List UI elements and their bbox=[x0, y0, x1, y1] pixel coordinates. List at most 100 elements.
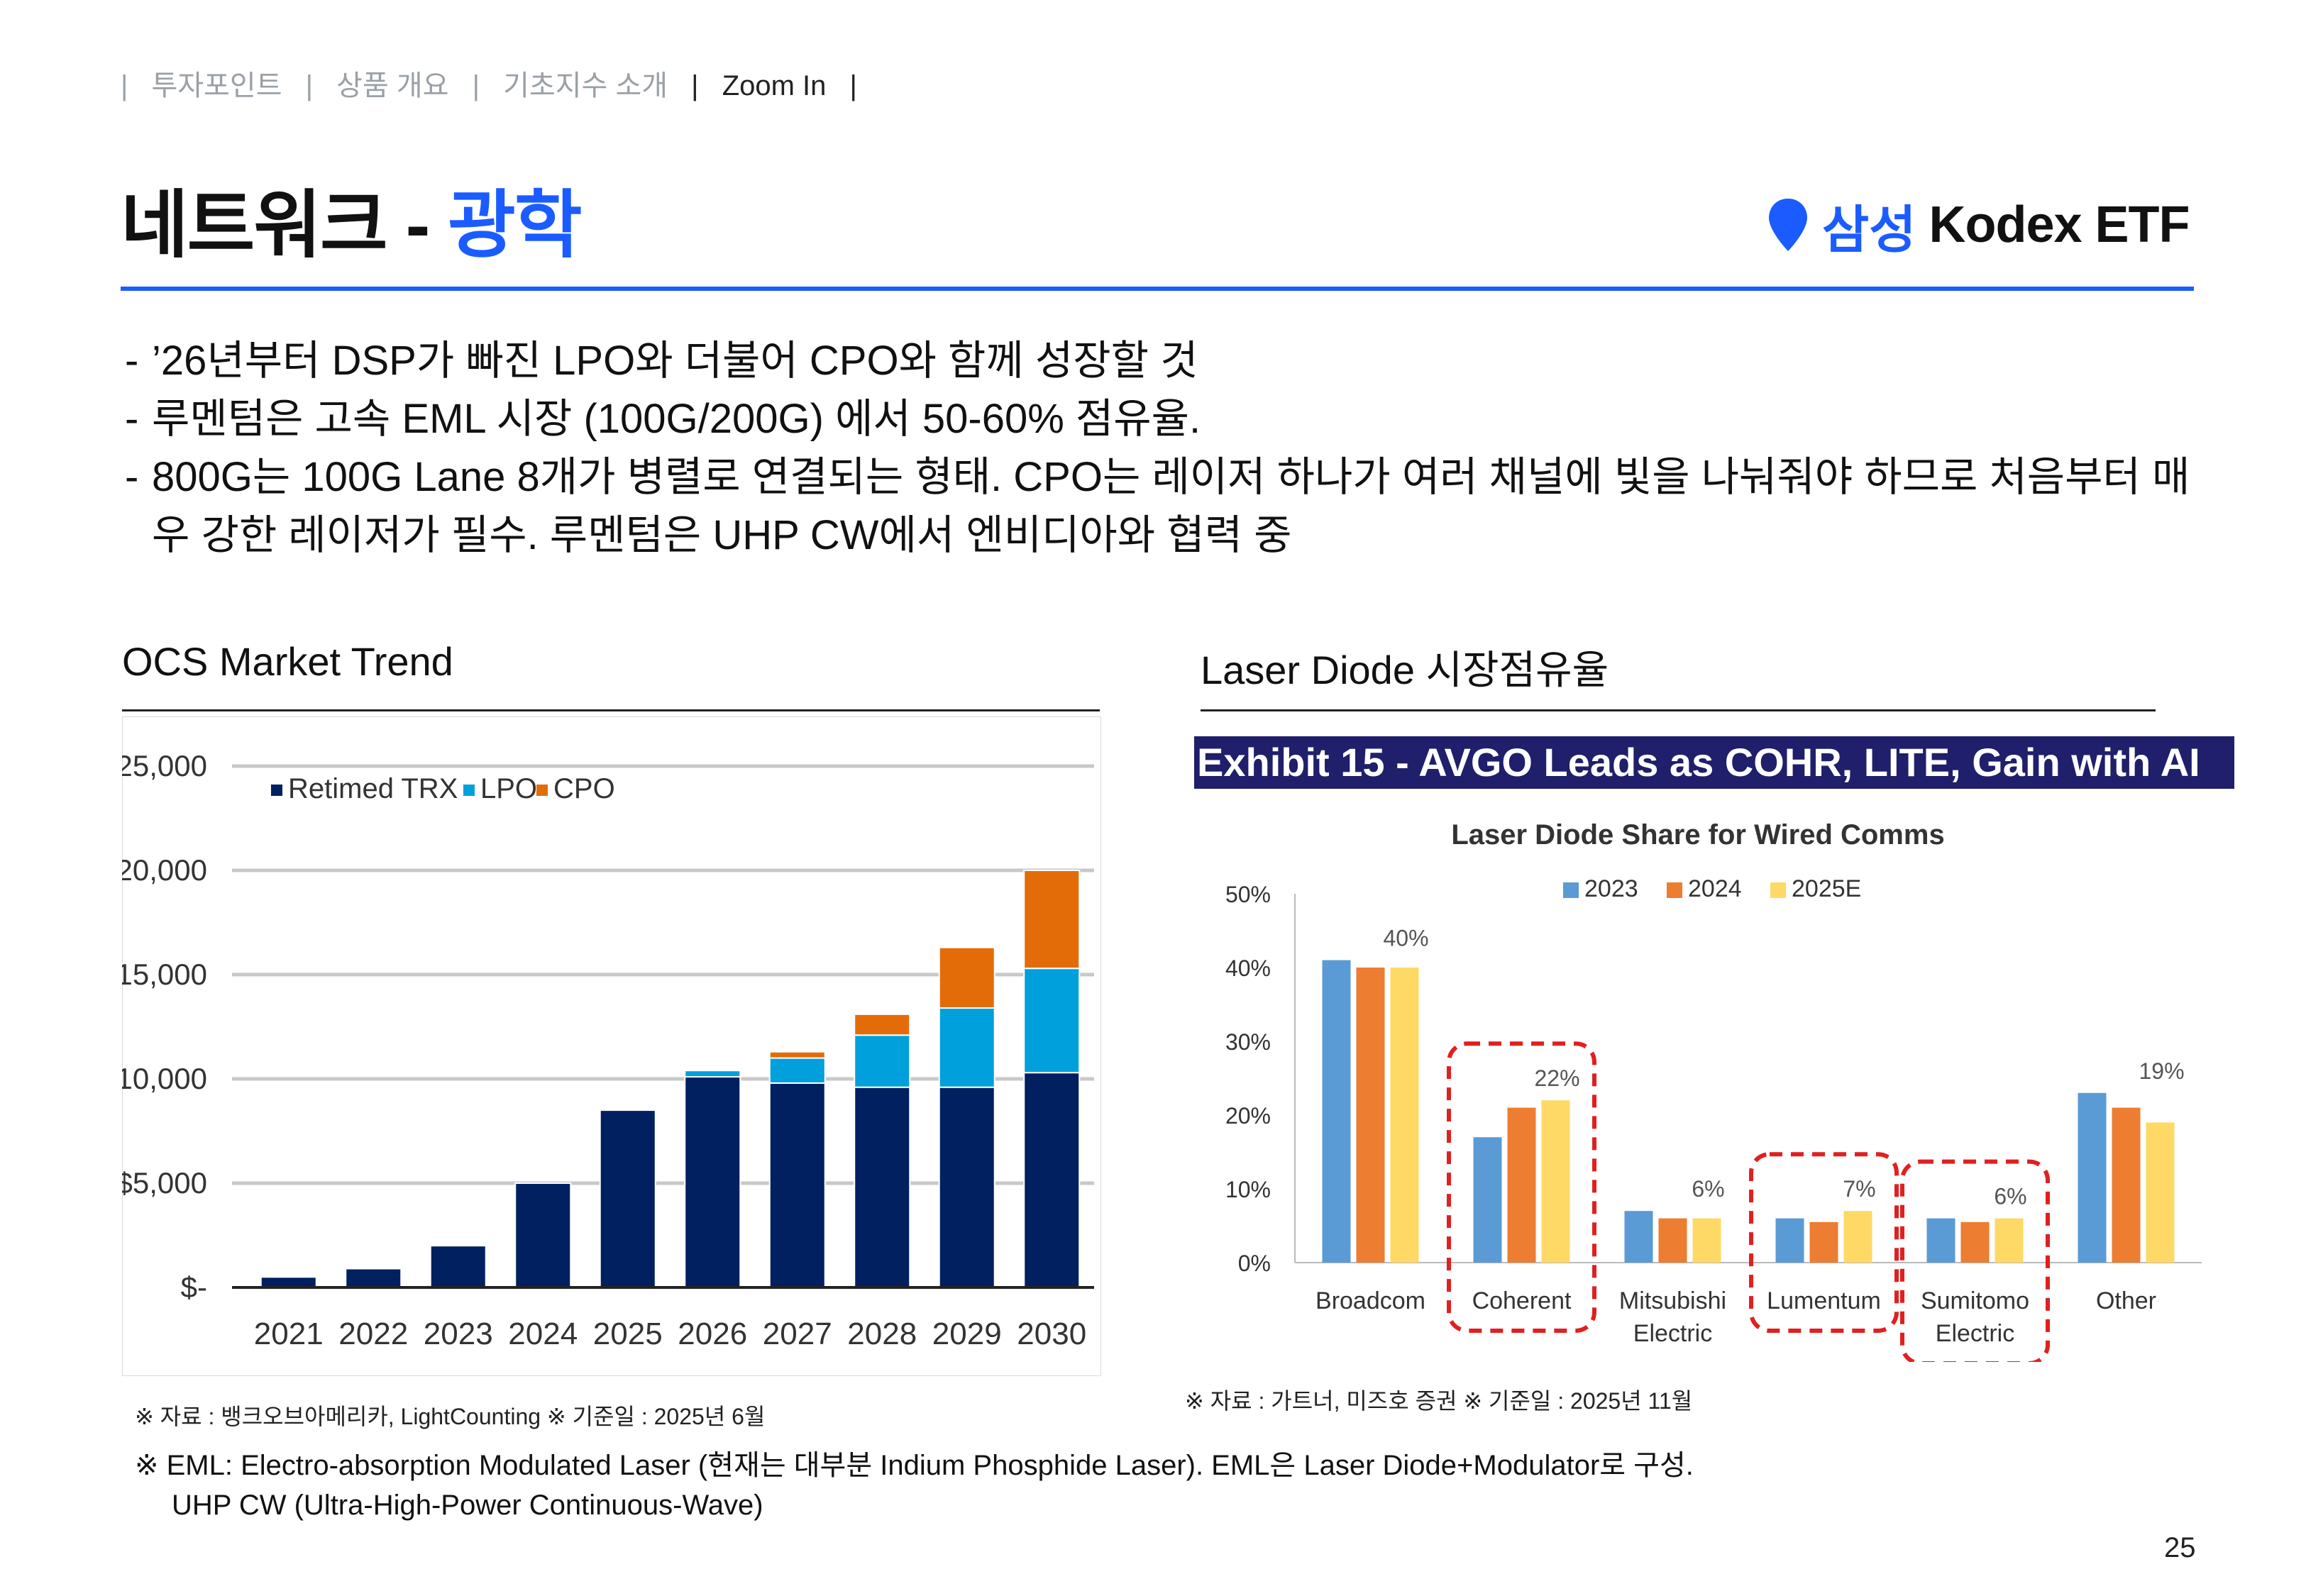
bar-cpo-2028 bbox=[854, 1013, 911, 1036]
y-tick-label: $20,000 bbox=[122, 853, 207, 887]
right-section-divider bbox=[1201, 709, 2156, 711]
footnote-line: UHP CW (Ultra-High-Power Continuous-Wave… bbox=[172, 1490, 763, 1521]
data-label: 7% bbox=[1843, 1176, 1875, 1202]
bar-cpo-2029 bbox=[938, 946, 995, 1009]
breadcrumb-item-zoom-in[interactable]: Zoom In bbox=[722, 70, 827, 101]
x-tick-label: Broadcom bbox=[1315, 1287, 1425, 1314]
breadcrumb-separator: | bbox=[121, 70, 128, 101]
bar-lpo-2029 bbox=[938, 1007, 995, 1088]
legend-label: LPO bbox=[480, 773, 537, 804]
footnote-line: ※ EML: Electro-absorption Modulated Lase… bbox=[135, 1450, 1694, 1481]
x-tick-label: Mitsubishi bbox=[1619, 1287, 1726, 1314]
highlight-box-lumentum bbox=[1749, 1152, 1899, 1334]
bar-mitsubishi-electric-2024 bbox=[1658, 1218, 1687, 1263]
data-label: 6% bbox=[1994, 1184, 2026, 1209]
ocs-market-chart: $- $5,000 $10,000 $15,000 $20,000 $25,000 2021… bbox=[122, 716, 1101, 1376]
bar-mitsubishi-electric-2023 bbox=[1624, 1211, 1653, 1263]
list-item: - 루멘텀은 고속 EML 시장 (100G/200G) 에서 50-60% 점유… bbox=[125, 390, 2204, 448]
x-tick-label: 2029 bbox=[932, 1317, 1002, 1351]
bar-sumitomo-electric-2024 bbox=[1960, 1221, 1990, 1263]
legend-swatch bbox=[536, 785, 548, 796]
x-tick-label: 2023 bbox=[424, 1317, 493, 1351]
bar-coherent-2023 bbox=[1473, 1137, 1502, 1263]
y-tick-label: 50% bbox=[1225, 882, 1271, 907]
x-tick-label: 2026 bbox=[678, 1317, 747, 1351]
bar-other-2024 bbox=[2112, 1107, 2141, 1263]
bar-retimed-trx-2025 bbox=[599, 1109, 656, 1288]
brand-logo: 삼성 Kodex ETF bbox=[1767, 193, 2190, 259]
y-tick-label: $- bbox=[181, 1270, 207, 1304]
legend-swatch bbox=[463, 785, 475, 796]
breadcrumb-separator: | bbox=[691, 70, 699, 101]
bar-cpo-2027 bbox=[768, 1051, 826, 1059]
y-tick-label: 20% bbox=[1225, 1103, 1271, 1129]
breadcrumb-separator: | bbox=[849, 70, 857, 101]
bullet-list: - ’26년부터 DSP가 빠진 LPO와 더불어 CPO와 함께 성장할 것 -… bbox=[125, 332, 2204, 565]
breadcrumb-item-index-intro[interactable]: 기초지수 소개 bbox=[503, 70, 668, 101]
bullet-text: 루멘텀은 고속 EML 시장 (100G/200G) 에서 50-60% 점유율… bbox=[152, 396, 1201, 442]
bar-broadcom-2024 bbox=[1356, 968, 1385, 1263]
bar-sumitomo-electric-2025e bbox=[1995, 1218, 2024, 1263]
right-source-note: ※ 자료 : 가트너, 미즈호 증권 ※ 기준일 : 2025년 11월 bbox=[1185, 1388, 1693, 1414]
bullet-text: ’26년부터 DSP가 빠진 LPO와 더불어 CPO와 함께 성장할 것 bbox=[152, 338, 1198, 384]
legend-label: 2025E bbox=[1792, 875, 1861, 902]
list-item: - ’26년부터 DSP가 빠진 LPO와 더불어 CPO와 함께 성장할 것 bbox=[125, 332, 2204, 390]
left-source-note: ※ 자료 : 뱅크오브아메리카, LightCounting ※ 기준일 : 2… bbox=[135, 1404, 766, 1429]
highlight-box-coherent bbox=[1447, 1041, 1596, 1333]
title-divider bbox=[121, 287, 2194, 291]
bar-retimed-trx-2023 bbox=[429, 1245, 487, 1289]
x-tick-label: 2027 bbox=[763, 1317, 832, 1351]
bar-lumentum-2023 bbox=[1775, 1218, 1804, 1263]
bar-retimed-trx-2030 bbox=[1023, 1072, 1081, 1288]
page-title-main: 네트워크 - bbox=[121, 184, 430, 267]
legend-swatch bbox=[1667, 882, 1682, 898]
legend-label: 2024 bbox=[1688, 875, 1742, 902]
logo-product: Kodex ETF bbox=[1929, 196, 2190, 253]
x-tick-label: 2025 bbox=[593, 1317, 663, 1351]
y-tick-label: 40% bbox=[1225, 955, 1271, 981]
y-tick-label: 10% bbox=[1225, 1177, 1271, 1202]
bar-retimed-trx-2021 bbox=[260, 1276, 317, 1288]
footnote: ※ EML: Electro-absorption Modulated Lase… bbox=[135, 1446, 1694, 1525]
bar-retimed-trx-2029 bbox=[938, 1086, 995, 1288]
bar-broadcom-2025e bbox=[1390, 968, 1419, 1263]
bullet-text: 800G는 100G Lane 8개가 병렬로 연결되는 형태. CPO는 레이… bbox=[152, 454, 2190, 558]
bar-retimed-trx-2028 bbox=[854, 1086, 911, 1288]
breadcrumb-separator: | bbox=[305, 70, 314, 101]
bar-cpo-2030 bbox=[1023, 870, 1081, 970]
x-tick-label: 2022 bbox=[338, 1317, 408, 1351]
x-tick-label: 2024 bbox=[508, 1317, 578, 1351]
y-tick-label: 30% bbox=[1225, 1029, 1271, 1055]
bar-coherent-2024 bbox=[1507, 1107, 1536, 1263]
bar-retimed-trx-2022 bbox=[345, 1268, 402, 1288]
left-section-title: OCS Market Trend bbox=[122, 639, 453, 684]
highlight-box-sumitomo-electric bbox=[1900, 1159, 2050, 1362]
legend-label: 2023 bbox=[1584, 875, 1638, 902]
breadcrumb: | 투자포인트 | 상품 개요 | 기초지수 소개 | Zoom In | bbox=[121, 62, 873, 104]
bar-lpo-2027 bbox=[768, 1057, 826, 1084]
left-section-divider bbox=[122, 709, 1100, 711]
bar-lumentum-2024 bbox=[1809, 1221, 1838, 1263]
x-tick-label: Other bbox=[2096, 1287, 2156, 1314]
data-label: 22% bbox=[1534, 1065, 1579, 1091]
exhibit-title: Exhibit 15 - AVGO Leads as COHR, LITE, G… bbox=[1197, 740, 2200, 785]
bar-retimed-trx-2027 bbox=[768, 1082, 826, 1288]
y-tick-label: 0% bbox=[1238, 1251, 1271, 1276]
x-tick-label: Coherent bbox=[1472, 1287, 1572, 1314]
legend-label: Retimed TRX bbox=[288, 773, 458, 804]
legend-label: CPO bbox=[553, 773, 615, 804]
bar-lumentum-2025e bbox=[1843, 1211, 1872, 1263]
y-tick-label: $15,000 bbox=[122, 958, 207, 991]
bar-lpo-2026 bbox=[684, 1070, 741, 1078]
breadcrumb-item-product-overview[interactable]: 상품 개요 bbox=[336, 70, 449, 101]
x-tick-label: 2030 bbox=[1017, 1317, 1086, 1351]
y-tick-label: $10,000 bbox=[122, 1062, 207, 1095]
x-tick-label: 2028 bbox=[847, 1317, 917, 1351]
data-label: 6% bbox=[1692, 1176, 1724, 1202]
legend-swatch bbox=[1770, 882, 1786, 898]
breadcrumb-item-invest-points[interactable]: 투자포인트 bbox=[151, 70, 282, 101]
legend-swatch bbox=[271, 785, 282, 796]
y-tick-label: $5,000 bbox=[122, 1166, 207, 1199]
bar-broadcom-2023 bbox=[1322, 960, 1351, 1263]
breadcrumb-separator: | bbox=[472, 70, 480, 101]
